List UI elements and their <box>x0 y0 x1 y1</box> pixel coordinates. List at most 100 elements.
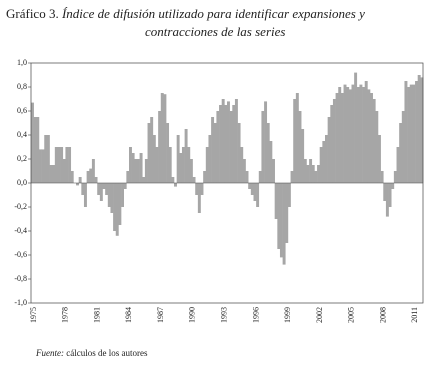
bar <box>142 177 146 183</box>
y-tick-label: 0,0 <box>17 178 27 187</box>
bar <box>240 147 244 183</box>
bar <box>121 183 125 207</box>
bar <box>197 183 201 213</box>
x-tick-label: 2008 <box>378 307 387 323</box>
bar <box>216 111 220 183</box>
bar <box>208 135 212 183</box>
bar <box>171 177 175 183</box>
x-tick-label: 1975 <box>29 307 38 323</box>
bar <box>277 183 281 249</box>
bar <box>52 165 56 183</box>
bar <box>46 135 50 183</box>
bar <box>279 183 283 258</box>
bar <box>282 183 286 265</box>
bar <box>81 183 85 195</box>
bar <box>420 77 424 183</box>
bar <box>359 84 363 183</box>
bar <box>227 101 230 183</box>
bar <box>97 183 101 195</box>
bar <box>258 171 262 183</box>
plot-frame <box>30 62 424 304</box>
bar <box>83 183 87 207</box>
y-tick-label: 1,0 <box>17 58 27 67</box>
bar <box>174 183 177 187</box>
bar <box>399 123 403 183</box>
bar <box>224 105 228 183</box>
y-tick-label: 0,4 <box>17 130 27 139</box>
bar <box>314 171 318 183</box>
bar <box>105 183 109 195</box>
bar <box>248 183 252 189</box>
title-text: Índice de difusión utilizado para identi… <box>61 6 365 21</box>
bar <box>298 111 302 183</box>
title-text-continued: contracciones de las series <box>145 24 285 39</box>
bar <box>325 135 328 183</box>
x-tick-label: 1993 <box>220 307 229 323</box>
bar <box>396 147 400 183</box>
bar <box>234 99 238 183</box>
bar <box>54 147 58 183</box>
bar <box>319 147 323 183</box>
bar <box>391 183 395 189</box>
bar <box>113 183 117 231</box>
bar <box>253 183 257 201</box>
bar <box>150 117 154 183</box>
y-tick-label: 0,8 <box>17 82 27 91</box>
bar <box>348 89 352 183</box>
source: Fuente: cálculos de los autores <box>35 348 148 358</box>
bar <box>303 159 307 183</box>
y-tick-label: -1,0 <box>14 298 27 307</box>
bar <box>301 129 305 183</box>
bar <box>290 171 294 183</box>
bar <box>44 135 48 183</box>
bar <box>211 117 215 183</box>
bar <box>168 147 172 183</box>
bar <box>136 159 140 183</box>
chart-title: Gráfico 3. Índice de difusión utilizado … <box>6 6 365 21</box>
y-tick-label: -0,6 <box>14 250 27 259</box>
bar <box>181 147 185 183</box>
bar <box>250 183 254 195</box>
bar <box>377 135 381 183</box>
bar <box>346 87 350 183</box>
bar <box>340 93 344 183</box>
bar <box>327 117 331 183</box>
x-tick-label: 1987 <box>156 307 165 323</box>
bar <box>129 147 132 183</box>
bar <box>372 99 376 183</box>
bar <box>383 183 387 201</box>
x-tick-label: 1984 <box>124 307 133 323</box>
bar <box>370 93 373 183</box>
bar <box>264 101 268 183</box>
bar <box>179 153 183 183</box>
bar <box>123 183 127 189</box>
bar <box>195 183 199 195</box>
bar <box>160 93 164 183</box>
bar <box>131 153 135 183</box>
bar <box>404 81 408 183</box>
x-tick-label: 1999 <box>283 307 292 323</box>
bar <box>33 117 37 183</box>
bar <box>343 84 347 183</box>
bar <box>60 147 64 183</box>
source-label: Fuente: <box>35 348 64 358</box>
bar <box>57 147 61 183</box>
bar <box>309 159 313 183</box>
bar <box>139 153 143 183</box>
bar <box>375 111 379 183</box>
y-tick-label: 0,6 <box>17 106 27 115</box>
bar <box>409 84 413 183</box>
bar <box>245 171 249 183</box>
bar <box>317 165 321 183</box>
x-tick-label: 2002 <box>315 307 324 323</box>
bar <box>362 87 366 183</box>
bar <box>65 147 69 183</box>
y-tick-label: -0,4 <box>14 226 27 235</box>
bar <box>41 149 45 183</box>
bar <box>200 183 204 195</box>
bar <box>274 183 278 219</box>
bar <box>147 123 151 183</box>
bar <box>76 183 79 186</box>
bar <box>70 171 74 183</box>
bar <box>86 171 90 183</box>
